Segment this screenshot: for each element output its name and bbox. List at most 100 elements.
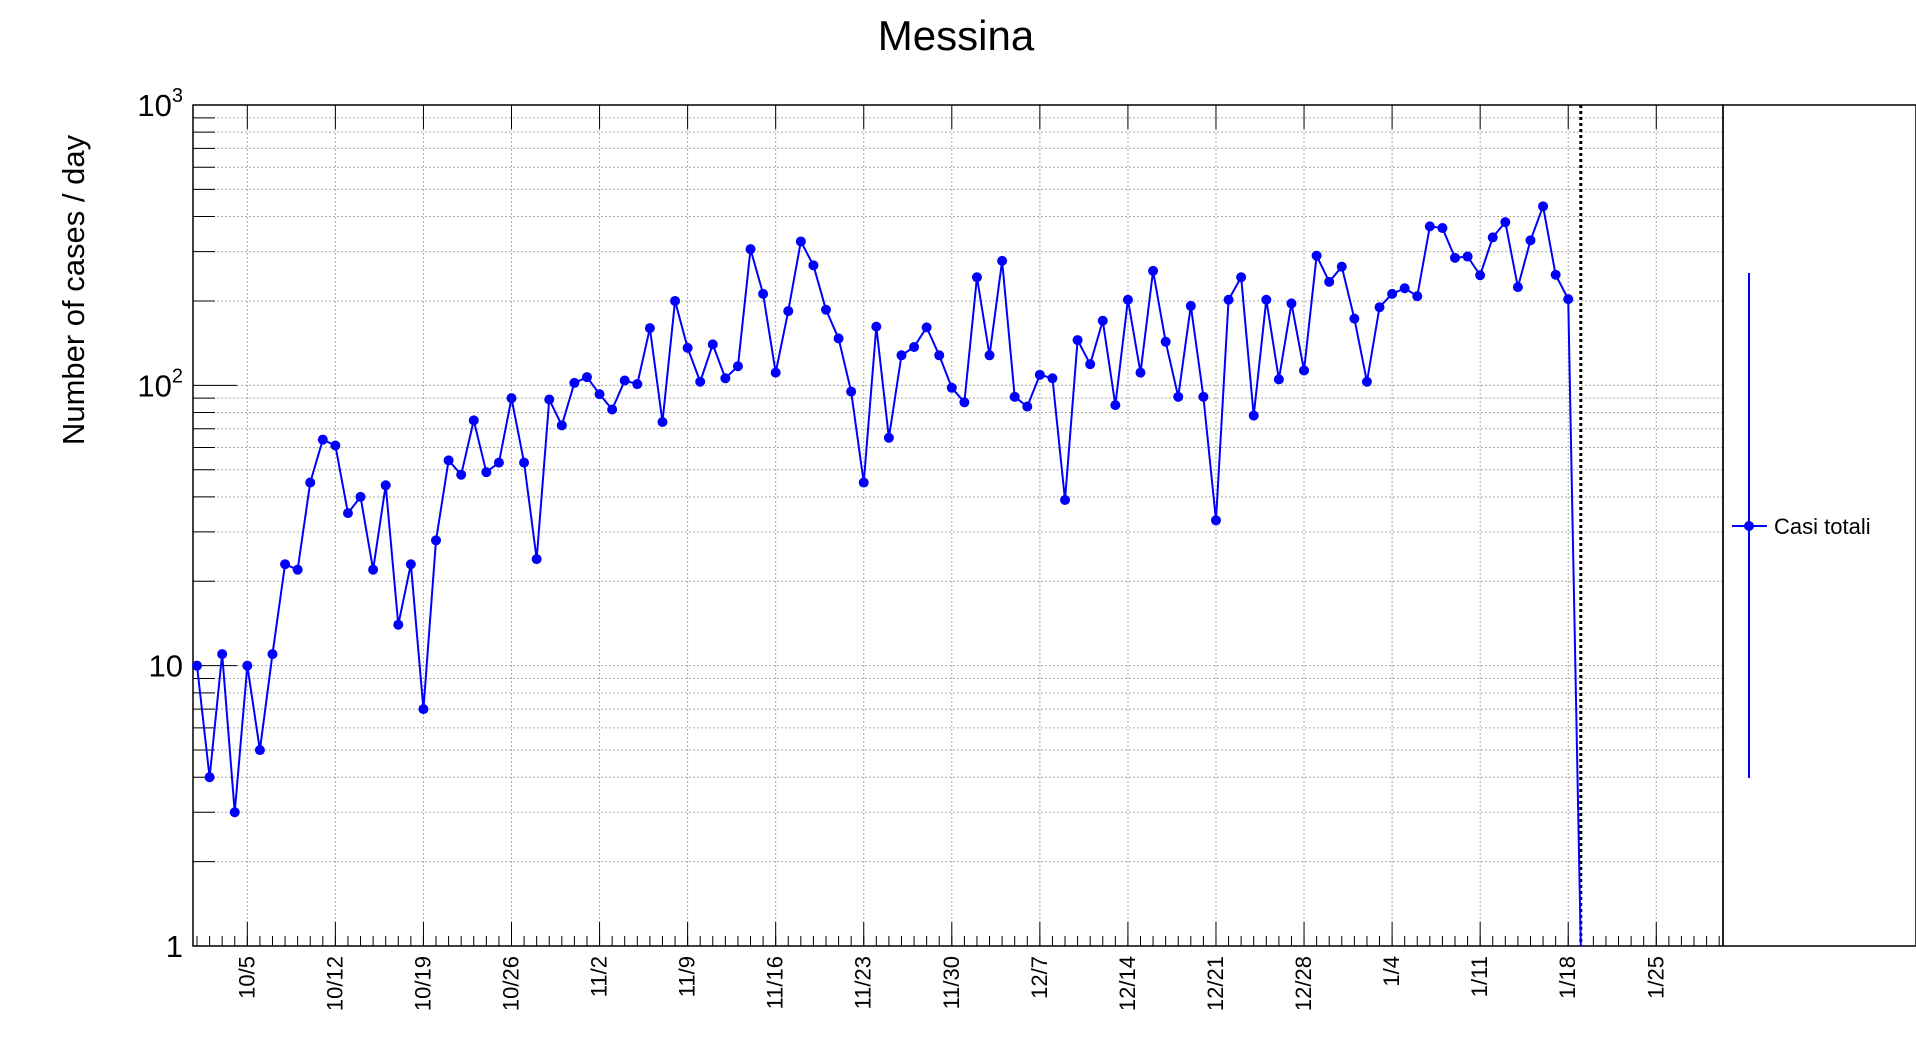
data-point — [280, 559, 291, 570]
data-point — [1135, 367, 1146, 378]
data-point — [456, 469, 467, 480]
data-point — [607, 404, 618, 415]
data-point — [1160, 336, 1171, 347]
data-point — [506, 393, 517, 404]
data-point — [1336, 261, 1347, 272]
x-tick-label: 11/9 — [675, 956, 700, 997]
data-point — [531, 554, 542, 565]
legend-marker — [1744, 521, 1754, 531]
legend-label-casi-totali: Casi totali — [1774, 514, 1871, 539]
data-point — [745, 244, 756, 255]
data-point — [581, 372, 592, 383]
data-point — [1412, 291, 1423, 302]
data-point — [619, 375, 630, 386]
data-point — [1198, 391, 1209, 402]
data-point — [883, 432, 894, 443]
data-point — [431, 535, 442, 546]
data-point — [644, 323, 655, 334]
data-point — [934, 350, 945, 361]
data-point — [254, 745, 265, 756]
data-point — [192, 660, 202, 671]
data-point — [330, 440, 341, 451]
x-tick-label: 11/30 — [939, 956, 964, 1009]
legend: Casi totali — [1722, 104, 1916, 947]
data-point — [1299, 365, 1310, 376]
data-point — [808, 260, 819, 271]
grid-layer — [193, 105, 1723, 946]
x-tick-label: 10/26 — [499, 956, 524, 1011]
x-tick-label: 10/12 — [322, 956, 347, 1011]
series-layer — [192, 201, 1582, 947]
legend-box — [1722, 104, 1916, 947]
x-tick-label: 1/25 — [1643, 956, 1668, 999]
data-point — [1110, 400, 1121, 411]
data-point — [1122, 294, 1133, 305]
x-tick-label: 11/23 — [851, 956, 876, 1009]
data-point — [544, 394, 555, 405]
data-point — [1550, 269, 1561, 280]
x-tick-label: 1/18 — [1555, 956, 1580, 999]
x-tick-label: 12/14 — [1115, 956, 1140, 1011]
data-point — [1361, 376, 1372, 387]
data-point — [242, 660, 253, 671]
data-point — [1487, 232, 1498, 243]
x-tick-label: 12/7 — [1027, 956, 1052, 999]
y-tick-label: 1 — [166, 929, 183, 964]
data-point — [1462, 251, 1473, 262]
data-point — [569, 377, 580, 388]
data-point — [758, 288, 769, 299]
data-point — [1236, 272, 1247, 283]
data-point — [846, 386, 857, 397]
data-point — [1097, 315, 1108, 326]
data-point — [871, 321, 882, 332]
data-point — [1223, 294, 1234, 305]
data-point — [405, 559, 416, 570]
data-point — [1009, 391, 1020, 402]
data-point — [217, 649, 228, 660]
data-point — [1387, 288, 1398, 299]
data-point — [1437, 223, 1448, 234]
data-point — [1374, 302, 1385, 313]
data-point — [821, 304, 831, 315]
data-point — [858, 477, 869, 488]
x-axis: 10/5 10/12 10/19 10/26 11/2 11/9 11/16 11/23 11/… — [196, 105, 1720, 1011]
data-point — [997, 255, 1008, 266]
data-point — [1047, 373, 1058, 384]
data-point — [1210, 515, 1221, 526]
data-point — [1424, 221, 1435, 232]
data-point — [971, 272, 982, 283]
data-point — [443, 455, 454, 466]
data-point — [1060, 494, 1071, 505]
y-tick-label: 102 — [137, 365, 183, 403]
data-point — [1185, 300, 1196, 311]
data-point — [1273, 374, 1284, 385]
data-point — [909, 342, 920, 353]
data-point — [292, 564, 303, 575]
data-point — [380, 480, 391, 491]
data-point — [632, 379, 643, 390]
data-point — [720, 373, 731, 384]
data-point — [594, 389, 605, 400]
data-point — [670, 295, 681, 306]
data-point — [204, 772, 215, 783]
data-point — [1525, 235, 1536, 246]
x-tick-label: 12/21 — [1203, 956, 1228, 1011]
data-point — [355, 491, 366, 502]
data-point — [1563, 294, 1574, 305]
x-tick-label: 11/16 — [763, 956, 788, 1009]
data-point — [1399, 283, 1410, 294]
x-tick-label: 11/2 — [587, 956, 612, 997]
data-point — [1034, 369, 1045, 380]
x-tick-label: 1/11 — [1467, 956, 1492, 997]
data-point — [1349, 313, 1360, 324]
data-point — [1022, 401, 1033, 412]
data-point — [959, 397, 970, 408]
data-point — [1450, 252, 1460, 263]
data-point — [783, 306, 794, 317]
data-point — [732, 361, 743, 372]
x-tick-label: 12/28 — [1291, 956, 1316, 1011]
data-point — [1538, 201, 1549, 212]
data-point — [770, 367, 781, 378]
data-point — [682, 342, 693, 353]
